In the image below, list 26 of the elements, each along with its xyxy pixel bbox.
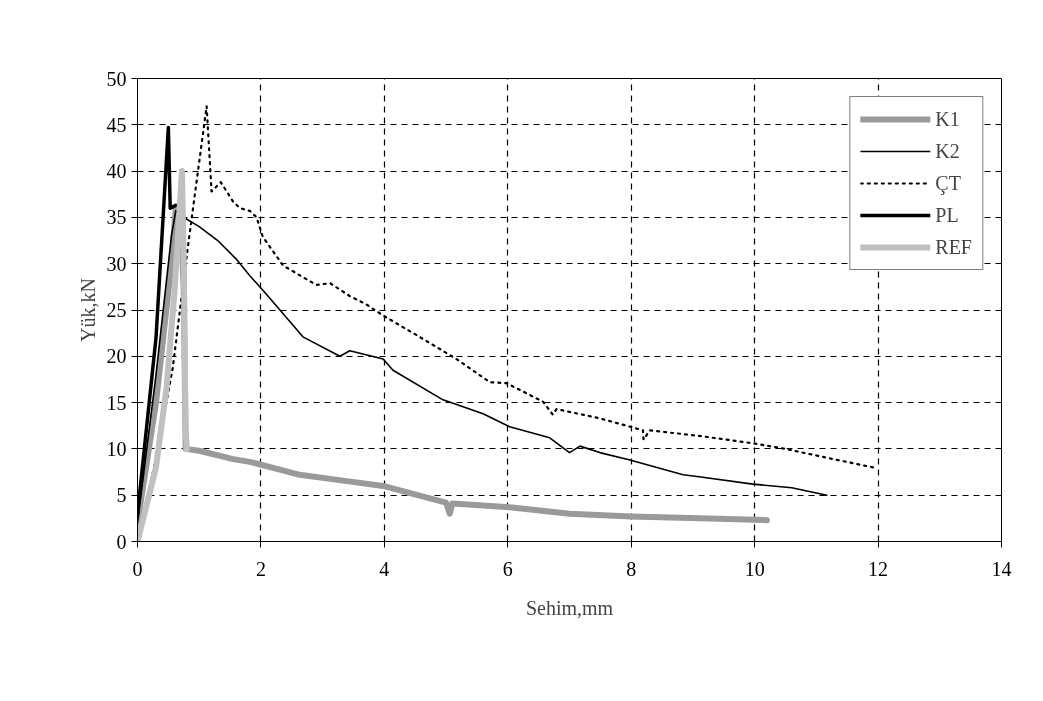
legend-label: K1 (935, 107, 960, 131)
legend-label: K2 (935, 139, 960, 163)
legend-label: REF (935, 235, 972, 259)
x-tick-label: 4 (379, 557, 390, 580)
x-tick-label: 10 (744, 557, 765, 580)
x-tick-label: 2 (255, 557, 266, 580)
y-tick-label: 25 (106, 299, 127, 321)
y-tick-label: 30 (106, 252, 127, 275)
x-tick-label: 12 (868, 557, 889, 580)
y-tick-label: 45 (106, 113, 127, 136)
y-tick-label: 40 (106, 160, 127, 183)
y-tick-label: 50 (106, 67, 127, 90)
legend-label: PL (935, 203, 959, 227)
x-tick-label: 14 (991, 557, 1012, 580)
legend-label: ÇT (935, 171, 961, 195)
x-axis-title: Sehim,mm (525, 596, 614, 619)
x-tick-label: 8 (626, 557, 637, 580)
x-tick-label: 6 (502, 557, 513, 580)
y-tick-label: 0 (116, 530, 127, 553)
y-tick-label: 35 (106, 206, 127, 229)
x-tick-label: 0 (132, 557, 143, 580)
y-tick-label: 15 (106, 391, 127, 414)
y-tick-label: 5 (116, 484, 127, 507)
y-axis-title: Yük,kN (76, 278, 99, 342)
y-tick-label: 20 (106, 345, 127, 368)
y-tick-label: 10 (106, 437, 127, 460)
